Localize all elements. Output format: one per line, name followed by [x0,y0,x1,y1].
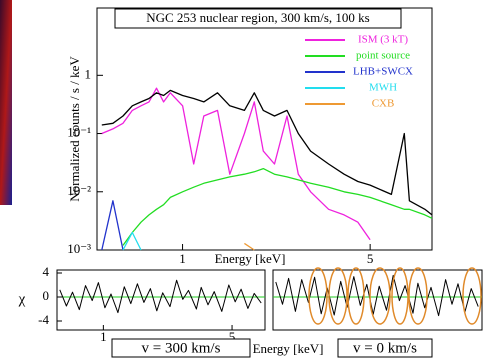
legend-label: MWH [369,82,397,94]
x-tick-label: 1 [100,329,107,344]
residual-frame [57,270,265,330]
legend-label: CXB [372,98,395,110]
residual-line [60,280,261,312]
legend-label: point source [356,50,410,62]
legend-label: ISM (3 kT) [358,34,408,46]
model-line [244,243,254,250]
side-image [0,0,12,205]
model-line [102,88,370,240]
y-tick-label: 4 [43,264,50,279]
legend-label: LHB+SWCX [353,66,413,78]
annotation-ellipses [309,268,481,324]
residual-line [276,275,478,315]
y-tick-label: 0 [43,288,50,303]
model-line [123,169,432,246]
x-tick-label: 5 [367,251,374,266]
figure: NGC 253 nuclear region, 300 km/s, 100 ks… [0,0,483,358]
y-axis-label: χ [18,291,26,307]
y-tick-label: 1 [85,66,92,81]
x-axis-label: Energy [keV] [253,341,324,356]
y-tick-label: 10⁻³ [67,241,91,256]
x-axis-label: Energy [keV] [215,251,286,266]
panel-label: v = 300 km/s [142,340,221,356]
model-line [102,201,123,250]
x-tick-label: 1 [179,251,186,266]
y-axis-label: Normalized counts / s / keV [67,56,82,202]
panel-label: v = 0 km/s [353,340,417,356]
y-tick-label: -4 [38,312,49,327]
chart-title: NGC 253 nuclear region, 300 km/s, 100 ks [146,10,370,25]
